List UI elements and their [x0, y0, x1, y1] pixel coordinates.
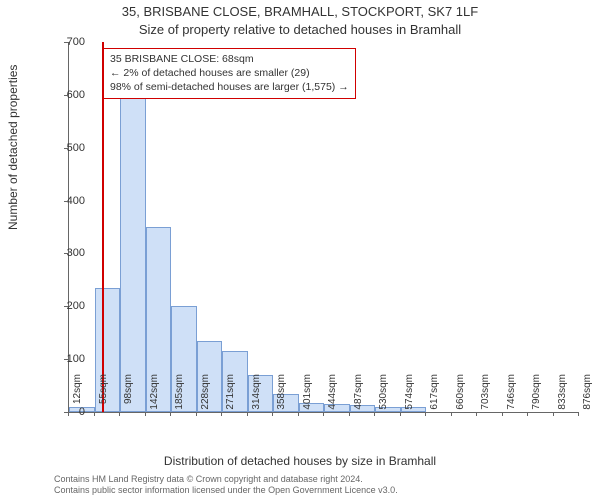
x-tick-mark: [527, 412, 528, 416]
x-tick-label: 98sqm: [123, 374, 134, 414]
x-tick-label: 833sqm: [557, 374, 568, 414]
x-tick-mark: [323, 412, 324, 416]
x-tick-mark: [349, 412, 350, 416]
info-box-line1: 35 BRISBANE CLOSE: 68sqm: [110, 52, 349, 66]
x-tick-label: 660sqm: [455, 374, 466, 414]
x-tick-mark: [170, 412, 171, 416]
x-tick-mark: [247, 412, 248, 416]
x-tick-mark: [145, 412, 146, 416]
x-tick-label: 487sqm: [353, 374, 364, 414]
footer-attribution: Contains HM Land Registry data © Crown c…: [54, 474, 398, 497]
x-tick-label: 185sqm: [174, 374, 185, 414]
y-tick-mark: [64, 95, 68, 96]
y-tick-mark: [64, 306, 68, 307]
x-tick-label: 12sqm: [72, 374, 83, 414]
x-tick-label: 271sqm: [225, 374, 236, 414]
footer-line1: Contains HM Land Registry data © Crown c…: [54, 474, 398, 485]
x-tick-mark: [578, 412, 579, 416]
x-axis-label: Distribution of detached houses by size …: [0, 454, 600, 468]
histogram-bar: [120, 92, 146, 412]
x-tick-mark: [374, 412, 375, 416]
y-tick-mark: [64, 148, 68, 149]
x-tick-mark: [476, 412, 477, 416]
x-tick-mark: [298, 412, 299, 416]
x-tick-mark: [196, 412, 197, 416]
x-tick-label: 314sqm: [251, 374, 262, 414]
x-tick-label: 55sqm: [98, 374, 109, 414]
x-tick-mark: [553, 412, 554, 416]
x-tick-mark: [451, 412, 452, 416]
x-tick-mark: [425, 412, 426, 416]
x-tick-mark: [221, 412, 222, 416]
x-tick-mark: [502, 412, 503, 416]
x-tick-mark: [272, 412, 273, 416]
footer-line2: Contains public sector information licen…: [54, 485, 398, 496]
chart-container: { "chart": { "type": "histogram", "title…: [0, 0, 600, 500]
y-tick-mark: [64, 201, 68, 202]
x-tick-mark: [400, 412, 401, 416]
x-tick-label: 401sqm: [302, 374, 313, 414]
property-info-box: 35 BRISBANE CLOSE: 68sqm← 2% of detached…: [103, 48, 356, 99]
chart-title-subtitle: Size of property relative to detached ho…: [0, 22, 600, 37]
chart-title-address: 35, BRISBANE CLOSE, BRAMHALL, STOCKPORT,…: [0, 4, 600, 19]
info-box-line2: ← 2% of detached houses are smaller (29): [110, 66, 349, 80]
info-box-line3: 98% of semi-detached houses are larger (…: [110, 80, 349, 94]
y-tick-mark: [64, 42, 68, 43]
y-tick-mark: [64, 253, 68, 254]
x-tick-mark: [119, 412, 120, 416]
x-tick-label: 142sqm: [149, 374, 160, 414]
x-tick-label: 790sqm: [531, 374, 542, 414]
x-tick-label: 703sqm: [480, 374, 491, 414]
y-tick-mark: [64, 359, 68, 360]
x-tick-label: 228sqm: [200, 374, 211, 414]
x-tick-label: 358sqm: [276, 374, 287, 414]
x-tick-mark: [68, 412, 69, 416]
x-tick-label: 746sqm: [506, 374, 517, 414]
x-tick-mark: [94, 412, 95, 416]
x-tick-label: 444sqm: [327, 374, 338, 414]
x-tick-label: 876sqm: [582, 374, 593, 414]
x-tick-label: 530sqm: [378, 374, 389, 414]
x-tick-label: 574sqm: [404, 374, 415, 414]
x-tick-label: 617sqm: [429, 374, 440, 414]
y-axis-label: Number of detached properties: [6, 65, 20, 230]
